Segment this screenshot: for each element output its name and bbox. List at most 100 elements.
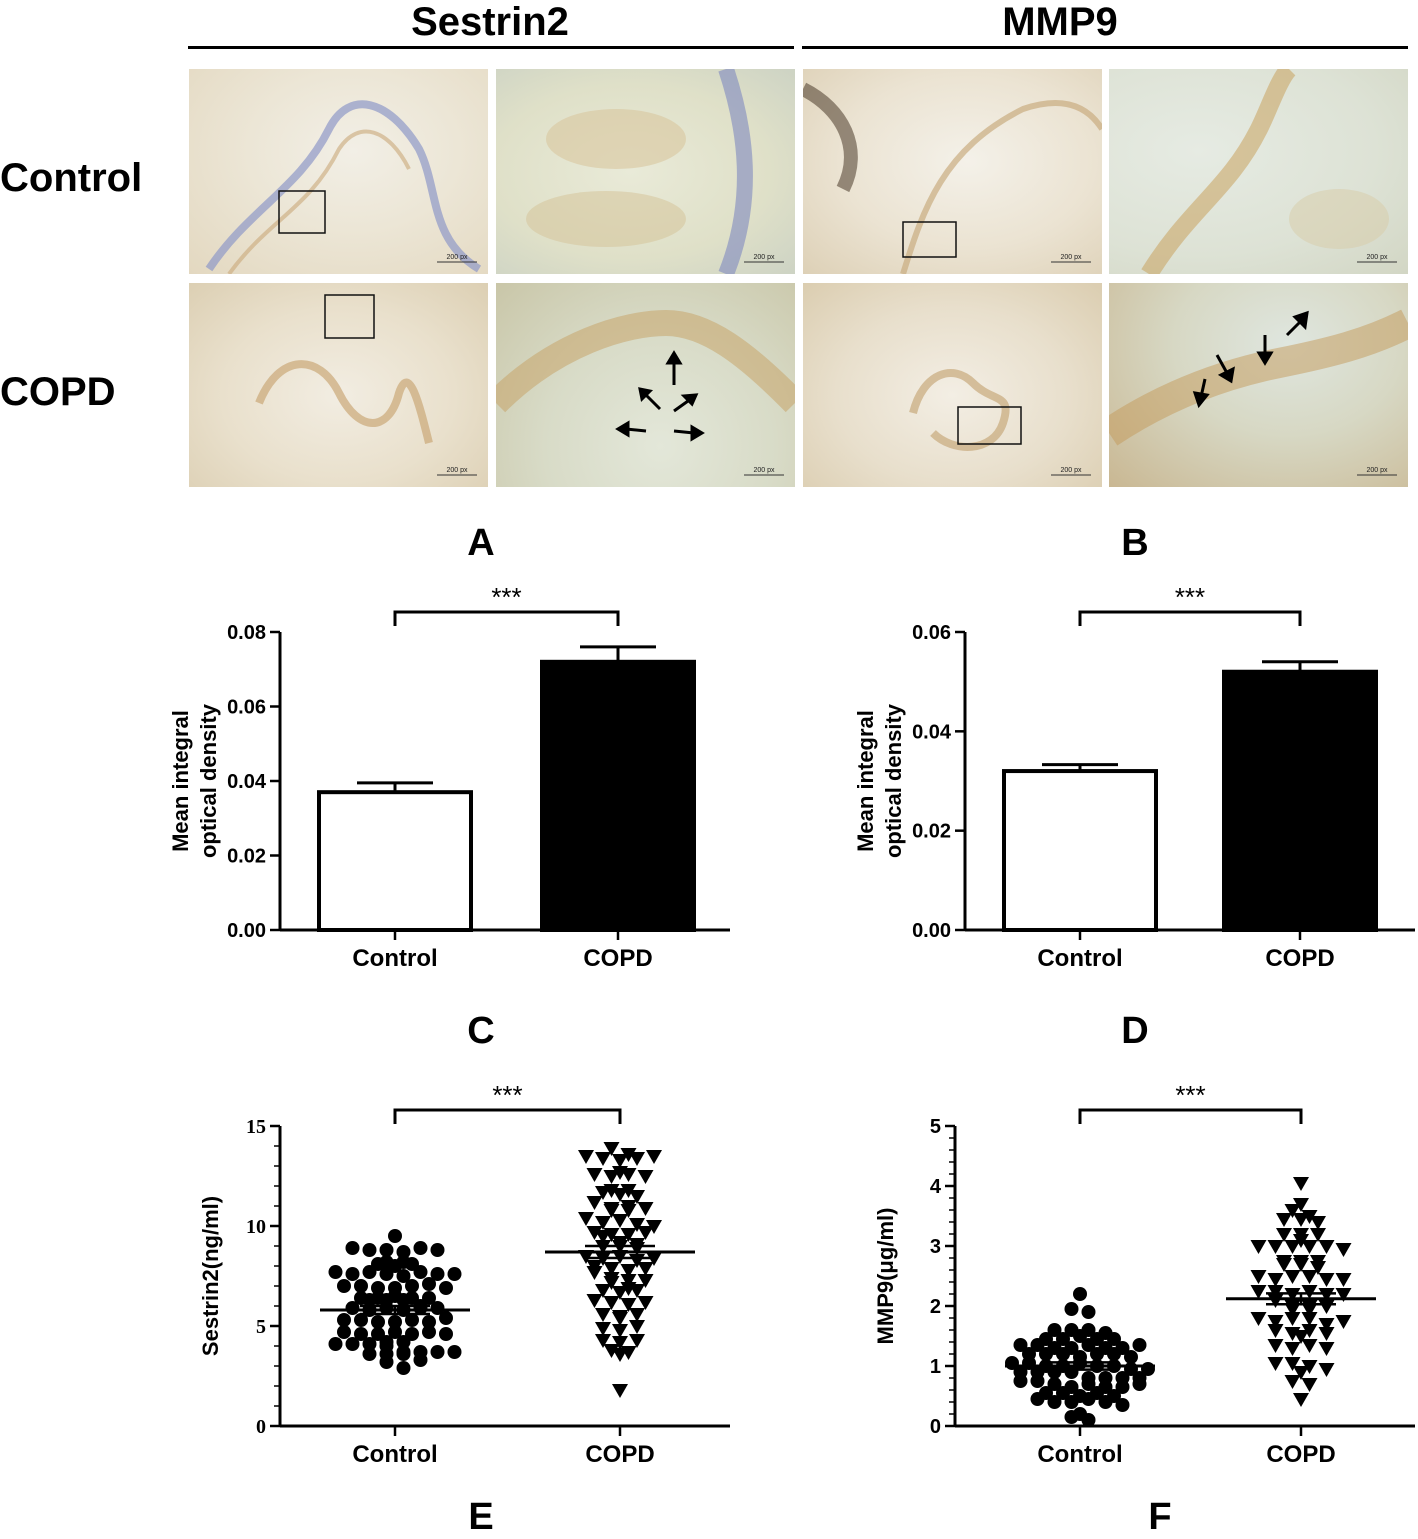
panel-letter-c: C [467, 1010, 495, 1052]
data-point-copd [612, 1348, 628, 1362]
data-point-control [337, 1325, 351, 1339]
data-point-copd [1267, 1324, 1284, 1338]
data-point-control [328, 1337, 343, 1351]
x-tick-label-control: Control [352, 1441, 437, 1468]
data-point-control [328, 1265, 343, 1279]
y-tick-label: 3 [930, 1236, 941, 1258]
data-point-copd [586, 1226, 603, 1240]
data-point-copd [1293, 1258, 1309, 1272]
data-point-copd [612, 1286, 628, 1300]
x-tick-label-control: Control [352, 945, 437, 972]
micrograph-mmp9-control-low-art: 200 px [803, 82, 1102, 274]
x-tick-label-copd: COPD [583, 945, 652, 972]
data-point-copd [637, 1274, 654, 1288]
bar-control [317, 790, 473, 932]
data-point-copd [603, 1170, 620, 1184]
data-point-copd [637, 1262, 654, 1276]
panel-letter-f: F [1148, 1496, 1172, 1538]
data-point-copd [629, 1190, 645, 1204]
data-point-copd [595, 1152, 611, 1166]
panel-letter-e: E [468, 1496, 494, 1538]
data-point-copd [595, 1322, 611, 1336]
data-point-control [1098, 1395, 1113, 1409]
y-tick-label: 10 [246, 1216, 266, 1238]
significance-label: *** [1175, 1080, 1205, 1110]
data-point-control [354, 1313, 368, 1327]
scatter-chart-mmp9-serum: 0 1 2 3 4 5 Control COPD MMP9(μg/ml) *** [873, 1080, 1415, 1468]
y-tick-label: 0.06 [227, 697, 266, 719]
data-point-copd [646, 1150, 662, 1164]
data-point-copd [1293, 1213, 1309, 1227]
micrograph-mmp9-copd-high-art: 200 px [1109, 309, 1408, 476]
data-point-copd [1284, 1357, 1301, 1371]
data-point-control [413, 1265, 428, 1279]
data-point-copd [612, 1312, 628, 1326]
data-point-control [439, 1311, 453, 1325]
data-point-control [1047, 1323, 1062, 1337]
micrograph-sestrin2-control-high: 200 px [496, 69, 795, 274]
data-point-control [1030, 1338, 1045, 1352]
x-tick-label-copd: COPD [585, 1441, 654, 1468]
significance-label: *** [1175, 582, 1205, 612]
data-point-copd [1293, 1393, 1309, 1407]
data-point-control [379, 1355, 394, 1369]
y-tick-label: 0.02 [227, 846, 266, 868]
data-point-copd [620, 1204, 637, 1218]
data-point-control [1030, 1392, 1045, 1406]
data-point-copd [1301, 1324, 1318, 1338]
data-point-control [345, 1337, 360, 1351]
column-header-sestrin2: Sestrin2 [411, 0, 569, 44]
x-tick-label-control: Control [1037, 1441, 1122, 1468]
significance-label: *** [492, 1080, 522, 1110]
scale-bar-label: 200 px [1060, 467, 1082, 474]
data-point-copd [1267, 1339, 1284, 1353]
scale-bar-label: 200 px [1366, 467, 1388, 474]
data-point-control [396, 1335, 411, 1349]
data-point-copd [1284, 1342, 1301, 1356]
data-point-copd [612, 1154, 628, 1168]
data-point-control [362, 1347, 377, 1361]
data-point-copd [1293, 1177, 1309, 1191]
y-tick-label: 5 [930, 1116, 941, 1138]
y-axis-label: optical density [196, 703, 221, 858]
data-point-control [1107, 1347, 1121, 1361]
data-point-control [379, 1267, 394, 1281]
data-point-control [1115, 1398, 1130, 1412]
data-point-copd [637, 1170, 654, 1184]
data-point-copd [1335, 1273, 1352, 1287]
micrograph-mmp9-copd-high: 200 px [1109, 283, 1408, 487]
data-point-control [354, 1279, 368, 1293]
scale-bar-label: 200 px [753, 254, 775, 261]
data-point-control [1030, 1374, 1045, 1388]
data-point-copd [1267, 1273, 1284, 1287]
data-point-control [1081, 1305, 1096, 1319]
data-point-copd [1310, 1216, 1326, 1230]
data-point-copd [620, 1264, 637, 1278]
data-point-control [396, 1269, 411, 1283]
scale-bar-label: 200 px [1366, 254, 1388, 261]
data-point-control [430, 1243, 445, 1257]
data-point-copd [1293, 1234, 1309, 1248]
y-tick-label: 15 [246, 1116, 266, 1138]
data-point-copd [595, 1230, 611, 1244]
data-point-control [337, 1313, 351, 1327]
bar-chart-mmp9-iod: 0.00 0.02 0.04 0.06 Control COPD Mean integral… [853, 582, 1415, 972]
data-point-copd [637, 1296, 654, 1310]
data-point-copd [1250, 1285, 1267, 1299]
data-point-copd [1318, 1273, 1335, 1287]
header-rule-left [188, 46, 794, 49]
data-point-control [430, 1267, 445, 1281]
scale-bar-label: 200 px [446, 467, 468, 474]
data-point-control [1081, 1338, 1096, 1352]
data-point-copd [1318, 1363, 1335, 1377]
data-point-copd [1250, 1270, 1267, 1284]
scale-bar-label: 200 px [753, 467, 775, 474]
data-point-copd [629, 1242, 645, 1256]
data-point-copd [629, 1284, 645, 1298]
data-point-control [422, 1315, 436, 1329]
data-point-control [1013, 1374, 1028, 1388]
data-point-control [413, 1241, 428, 1255]
micrograph-sestrin2-copd-low-art: 200 px [255, 294, 477, 476]
bar-copd [540, 659, 696, 933]
data-point-copd [620, 1148, 637, 1162]
